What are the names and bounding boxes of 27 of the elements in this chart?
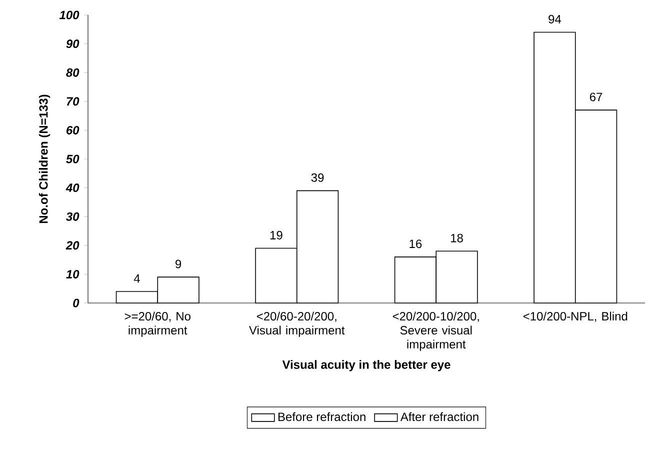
- y-tick-label: 70: [66, 97, 80, 106]
- x-axis-title: Visual acuity in the better eye: [282, 360, 450, 372]
- y-tick-label: 90: [66, 40, 80, 48]
- y-tick-label: 40: [66, 184, 80, 192]
- x-tick-label: <20/200-10/200, Severe visual impairment: [392, 312, 479, 351]
- legend-label: Before refraction: [278, 412, 366, 422]
- data-label: 18: [451, 234, 463, 242]
- data-label: 39: [311, 173, 324, 182]
- y-axis-title: No.of Children (N=133): [38, 94, 50, 224]
- x-tick-label: <10/200-NPL, Blind: [523, 312, 628, 322]
- y-tick-label: 80: [66, 68, 80, 77]
- y-tick-label: 10: [66, 270, 80, 278]
- y-tick-label: 50: [66, 154, 80, 164]
- data-label: 94: [548, 14, 562, 24]
- y-tick-label: 30: [66, 212, 80, 221]
- y-tick-label: 20: [66, 241, 80, 250]
- y-tick-label: 100: [59, 10, 80, 20]
- data-label: 19: [270, 230, 282, 240]
- data-label: 4: [134, 274, 140, 283]
- data-label: 9: [176, 260, 182, 268]
- data-label: 67: [590, 92, 602, 102]
- data-label: 16: [410, 240, 422, 248]
- x-tick-label: <20/60-20/200, Visual impairment: [249, 312, 345, 337]
- legend-label: After refraction: [400, 412, 478, 422]
- x-tick-label: >=20/60, No impairment: [124, 312, 190, 337]
- y-tick-label: 60: [66, 126, 80, 134]
- y-tick-label: 0: [73, 298, 80, 308]
